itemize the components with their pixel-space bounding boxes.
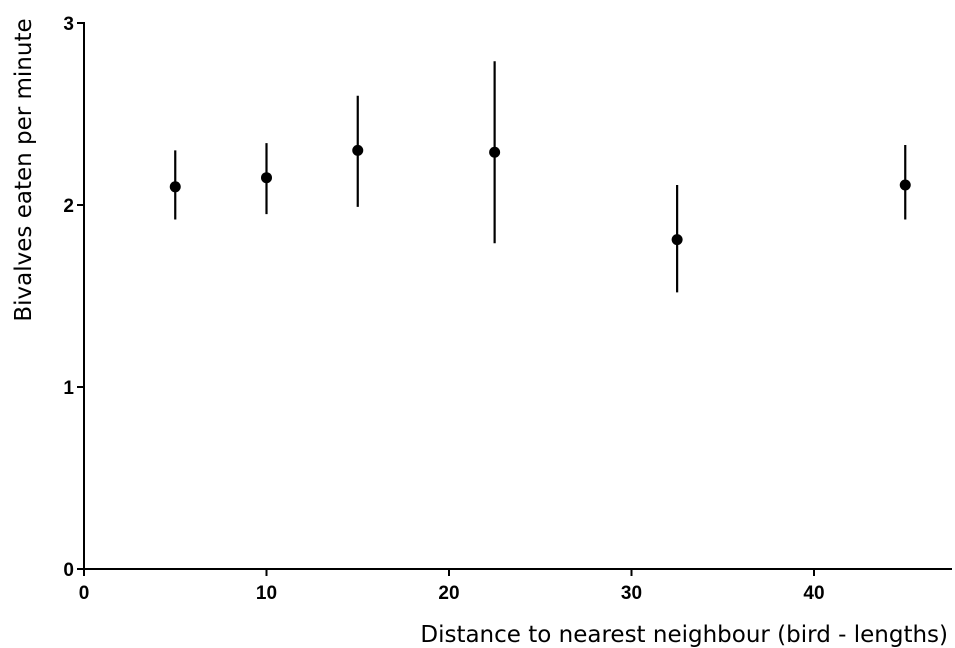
axes [83, 22, 952, 570]
x-tick-label: 10 [256, 583, 277, 604]
data-point [489, 146, 501, 158]
data-point-group [352, 95, 364, 207]
data-point [671, 234, 683, 246]
x-tick-label: 0 [79, 583, 90, 604]
data-point-group [671, 184, 683, 293]
data-points [169, 61, 911, 293]
y-tick-label: 0 [63, 560, 74, 581]
y-ticks: 0 1 2 3 [63, 14, 84, 581]
data-point [899, 179, 911, 191]
data-point-group [489, 61, 501, 244]
y-axis-title: Bivalves eaten per minute [11, 18, 37, 321]
y-tick-label: 1 [63, 378, 74, 399]
data-point-group [899, 144, 911, 220]
x-tick-label: 40 [803, 583, 824, 604]
y-tick-label: 2 [63, 196, 74, 217]
data-point-group [261, 143, 272, 215]
data-point-group [169, 150, 181, 220]
y-tick-label: 3 [63, 14, 74, 35]
data-point [169, 181, 181, 193]
x-tick-label: 30 [621, 583, 642, 604]
x-tick-label: 20 [438, 583, 459, 604]
data-point [352, 144, 364, 156]
data-point [261, 172, 272, 184]
x-ticks: 0 10 20 30 40 [79, 569, 825, 604]
x-axis-title: Distance to nearest neighbour (bird - le… [420, 622, 948, 648]
